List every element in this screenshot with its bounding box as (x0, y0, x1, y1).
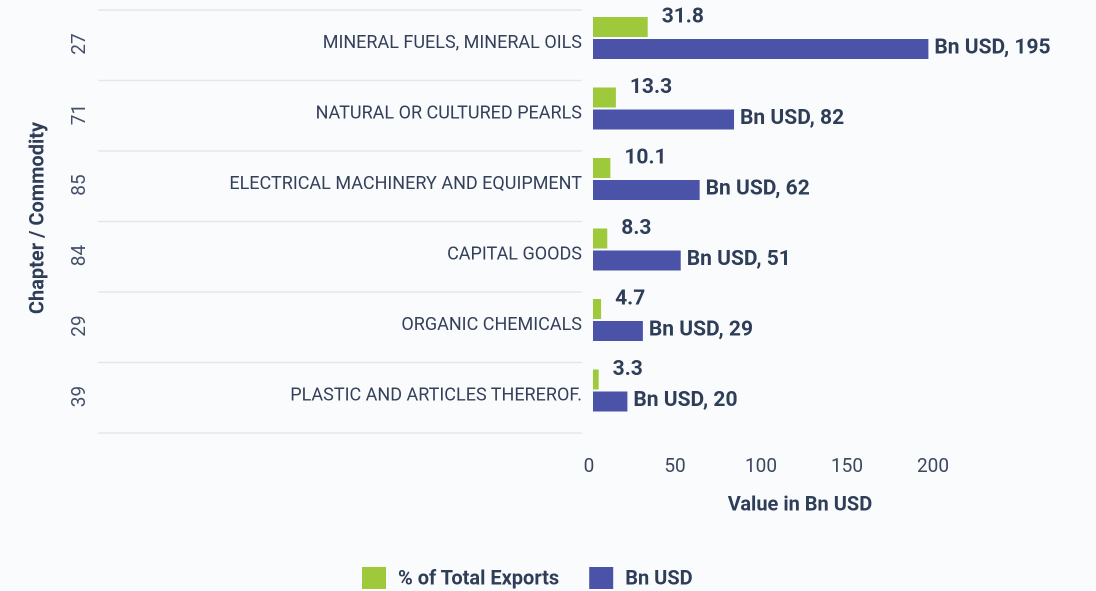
data-label: 4.7 (615, 287, 645, 311)
bar (593, 250, 681, 271)
bar (593, 299, 602, 319)
category-label: ELECTRICAL MACHINERY AND EQUIPMENT (229, 173, 582, 194)
legend-label: % of Total Exports (398, 565, 559, 589)
category-label: PLASTIC AND ARTICLES THEREROF. (290, 384, 582, 405)
x-tick-label: 200 (917, 454, 949, 477)
data-label: Bn USD, 195 (934, 36, 1050, 60)
bar (593, 391, 628, 412)
x-tick-label: 0 (584, 454, 595, 477)
bar (593, 321, 643, 341)
bar (593, 228, 608, 249)
chapter-label: 84 (67, 245, 90, 267)
x-tick-label: 150 (831, 454, 863, 477)
chapter-label: 27 (67, 33, 90, 54)
chapter-label: 29 (67, 315, 90, 336)
chapter-label: 39 (67, 386, 90, 407)
data-label: Bn USD, 29 (649, 318, 753, 342)
data-label: Bn USD, 62 (706, 177, 810, 201)
category-label: NATURAL OR CULTURED PEARLS (316, 102, 583, 123)
data-label: 13.3 (630, 75, 672, 99)
data-label: Bn USD, 20 (633, 388, 737, 412)
bar (593, 180, 700, 200)
bar (593, 39, 929, 59)
x-axis-label: Value in Bn USD (728, 491, 873, 515)
chapter-label: 85 (67, 174, 90, 195)
data-label: 31.8 (662, 5, 704, 29)
bar (593, 158, 611, 178)
chapter-label: 71 (67, 104, 90, 125)
data-label: Bn USD, 82 (740, 106, 844, 130)
category-label: ORGANIC CHEMICALS (401, 314, 582, 335)
bar (593, 369, 599, 390)
data-label: 10.1 (624, 146, 666, 170)
x-tick-label: 50 (664, 454, 685, 477)
bar (593, 87, 616, 108)
legend-swatch (589, 567, 614, 589)
data-label: 8.3 (621, 216, 651, 240)
legend-swatch (362, 567, 386, 589)
data-label: Bn USD, 51 (687, 247, 791, 271)
category-label: CAPITAL GOODS (447, 243, 582, 264)
x-tick-label: 100 (745, 454, 777, 477)
category-label: MINERAL FUELS, MINERAL OILS (323, 32, 583, 53)
bar (593, 109, 735, 130)
bar (593, 17, 648, 37)
data-label: 3.3 (613, 357, 643, 381)
y-axis-label: Chapter / Commodity (24, 121, 48, 314)
legend-label: Bn USD (625, 565, 692, 589)
